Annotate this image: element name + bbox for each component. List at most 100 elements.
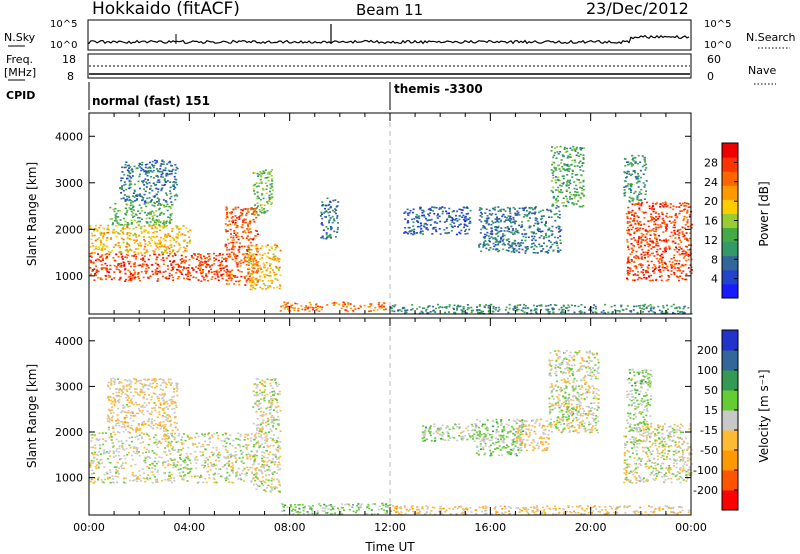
cpid-segment-2: themis -3300 bbox=[394, 82, 483, 96]
scatter-region-3 bbox=[109, 201, 174, 226]
colorbar-swatch bbox=[722, 171, 738, 186]
velocity-colorbar-label: Velocity [m s⁻¹] bbox=[757, 369, 771, 462]
scatter-region-1 bbox=[89, 252, 232, 282]
scatter-region-10 bbox=[560, 396, 580, 420]
colorbar-swatch bbox=[722, 269, 738, 285]
velocity-panel: 1000 2000 3000 4000 00:00 04:00 08:00 12:00 16:… bbox=[25, 317, 771, 554]
colorbar-tick-label: 100 bbox=[697, 364, 718, 377]
freq-strip: Freq. [MHz] 18 8 60 0 Nave bbox=[4, 53, 776, 85]
colorbar-tick-label: 16 bbox=[704, 215, 718, 228]
colorbar-swatch bbox=[722, 470, 738, 491]
power-colorbar: 28 24 20 16 12 8 4 bbox=[704, 142, 739, 299]
scatter-region-4 bbox=[119, 159, 179, 203]
colorbar-tick-label: 4 bbox=[711, 273, 718, 286]
scatter-region-12 bbox=[550, 145, 586, 208]
colorbar-tick-label: 200 bbox=[697, 344, 718, 357]
y-tick-label: 3000 bbox=[55, 177, 83, 190]
freq-label-1: Freq. bbox=[6, 53, 33, 66]
scatter-region-15 bbox=[390, 303, 693, 315]
colorbar-tick-label: -15 bbox=[700, 424, 718, 437]
colorbar-tick-label: 15 bbox=[704, 404, 718, 417]
nsky-label: N.Sky bbox=[4, 31, 36, 44]
colorbar-swatch bbox=[722, 350, 738, 371]
colorbar-swatch bbox=[722, 390, 738, 411]
scatter-region-3 bbox=[252, 377, 282, 493]
x-tick-label: 00:00 bbox=[675, 521, 707, 534]
colorbar-swatch bbox=[722, 410, 738, 431]
cpid-label: CPID bbox=[6, 89, 35, 102]
cpid-strip: CPID normal (fast) 151 themis -3300 bbox=[6, 82, 483, 110]
date-title: 23/Dec/2012 bbox=[586, 0, 689, 18]
colorbar-tick-label: 8 bbox=[711, 253, 718, 266]
scatter-region-2 bbox=[106, 377, 179, 434]
colorbar-swatch bbox=[722, 227, 738, 243]
power-x-ticks bbox=[88, 113, 692, 314]
colorbar-swatch bbox=[722, 157, 738, 172]
colorbar-tick-label: 24 bbox=[704, 176, 718, 189]
x-tick-label: 12:00 bbox=[374, 521, 406, 534]
colorbar-tick-label: 50 bbox=[704, 384, 718, 397]
power-y-label: Slant Range [km] bbox=[25, 162, 39, 266]
scatter-region-8 bbox=[515, 418, 550, 452]
scatter-region-2 bbox=[89, 224, 192, 254]
freq-label-2: [MHz] bbox=[4, 66, 36, 79]
colorbar-swatch bbox=[722, 185, 738, 200]
colorbar-swatch bbox=[722, 255, 738, 271]
colorbar-swatch bbox=[722, 370, 738, 391]
colorbar-tick-label: 12 bbox=[704, 234, 718, 247]
power-colorbar-label: Power [dB] bbox=[757, 181, 771, 246]
velocity-y-label: Slant Range [km] bbox=[25, 364, 39, 468]
x-tick-label: 04:00 bbox=[173, 521, 205, 534]
scatter-region-7 bbox=[247, 243, 282, 291]
colorbar-tick-label: -50 bbox=[700, 444, 718, 457]
y-tick-label: 1000 bbox=[55, 270, 83, 283]
colorbar-tick-label: -200 bbox=[693, 484, 718, 497]
scatter-region-10 bbox=[403, 206, 472, 236]
y-tick-label: 1000 bbox=[55, 472, 83, 485]
freq-tick-bottom: 8 bbox=[67, 70, 74, 83]
scatter-region-11 bbox=[623, 422, 693, 484]
colorbar-tick-label: -100 bbox=[693, 464, 718, 477]
x-tick-label: 00:00 bbox=[73, 521, 105, 534]
colorbar-swatch bbox=[722, 330, 738, 351]
x-tick-label: 20:00 bbox=[575, 521, 607, 534]
noise-strip: N.Sky 10^5 10^0 10^5 10^0 N.Search bbox=[4, 19, 796, 51]
nsky-tick-top: 10^5 bbox=[50, 19, 77, 30]
power-y-axis: 1000 2000 3000 4000 bbox=[55, 130, 691, 283]
nsearch-label: N.Search bbox=[746, 31, 796, 44]
nave-label: Nave bbox=[748, 64, 776, 77]
power-panel: 1000 2000 3000 4000 Slant Range [km] 28 24 20… bbox=[25, 112, 771, 315]
scatter-region-9 bbox=[548, 350, 600, 434]
nave-tick-bottom: 0 bbox=[707, 70, 714, 83]
scatter-region-13 bbox=[625, 201, 693, 282]
y-tick-label: 4000 bbox=[55, 130, 83, 143]
scatter-region-12 bbox=[625, 368, 653, 433]
colorbar-swatch bbox=[722, 283, 738, 299]
y-tick-label: 2000 bbox=[55, 426, 83, 439]
colorbar-swatch bbox=[722, 450, 738, 471]
beam-title: Beam 11 bbox=[356, 1, 423, 19]
x-tick-label: 16:00 bbox=[474, 521, 506, 534]
scatter-region-9 bbox=[319, 197, 340, 240]
colorbar-swatch bbox=[722, 213, 738, 229]
scatter-region-11 bbox=[478, 206, 563, 254]
nsearch-tick-top: 10^5 bbox=[704, 19, 731, 30]
power-heatmap-cells bbox=[89, 145, 693, 315]
noise-trace bbox=[88, 24, 690, 45]
nave-tick-top: 60 bbox=[707, 53, 721, 66]
cpid-segment-1: normal (fast) 151 bbox=[92, 94, 210, 108]
velocity-colorbar: 200 100 50 15 -15 -50 -100 -200 bbox=[693, 329, 739, 511]
colorbar-tick-label: 28 bbox=[704, 156, 718, 169]
y-tick-label: 4000 bbox=[55, 335, 83, 348]
scatter-region-1 bbox=[89, 432, 259, 484]
colorbar-swatch bbox=[722, 241, 738, 257]
velocity-y-axis: 1000 2000 3000 4000 bbox=[55, 335, 691, 485]
velocity-x-axis: 00:00 04:00 08:00 12:00 16:00 20:00 00:00 bbox=[73, 318, 707, 534]
nsearch-tick-bottom: 10^0 bbox=[704, 40, 731, 51]
scatter-region-4 bbox=[280, 502, 392, 516]
y-tick-label: 2000 bbox=[55, 223, 83, 236]
colorbar-swatch bbox=[722, 430, 738, 451]
colorbar-tick-label: 20 bbox=[704, 195, 718, 208]
x-tick-label: 08:00 bbox=[274, 521, 306, 534]
